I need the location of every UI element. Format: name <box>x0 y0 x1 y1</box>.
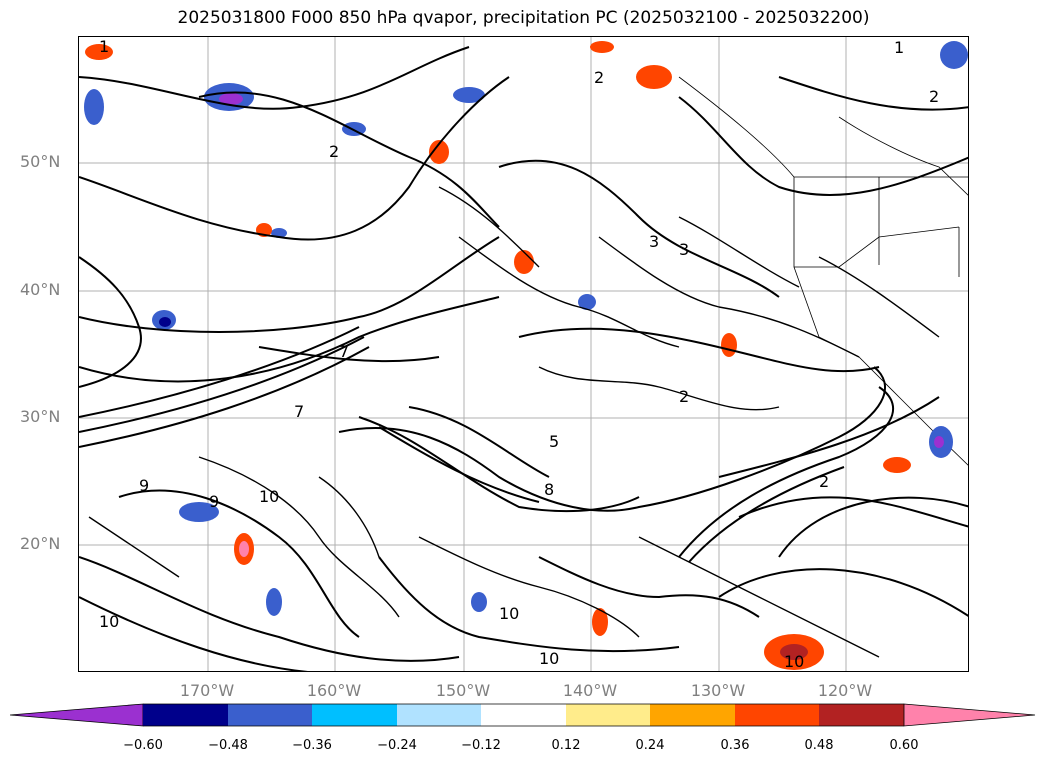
colorbar-bin <box>566 704 650 726</box>
contour-label: 10 <box>499 604 519 623</box>
colorbar-extend-low <box>10 703 144 727</box>
lat-label-20n: 20°N <box>20 534 61 553</box>
contour-label: 10 <box>99 612 119 631</box>
colorbar-bin <box>143 704 228 726</box>
colorbar-bin <box>312 704 397 726</box>
lat-label-30n: 30°N <box>20 407 61 426</box>
contour-labels: 1 1 2 2 2 3 3 5 7 7 8 9 9 10 10 10 10 2 … <box>99 37 939 671</box>
contour-label: 2 <box>929 87 939 106</box>
contour-label: 10 <box>259 487 279 506</box>
map-title: 2025031800 F000 850 hPa qvapor, precipit… <box>177 8 870 28</box>
map-canvas: 1 1 2 2 2 3 3 5 7 7 8 9 9 10 10 10 10 2 … <box>79 37 968 671</box>
lat-label-50n: 50°N <box>20 152 61 171</box>
coastline <box>678 76 968 466</box>
vapor-contours-fine <box>88 186 940 658</box>
contour-label: 3 <box>649 232 659 251</box>
colorbar-bin <box>819 704 904 726</box>
lon-label-160w: 160°W <box>306 681 362 700</box>
colorbar-bin <box>481 704 566 726</box>
colorbar-tick: 0.60 <box>889 738 919 753</box>
contour-label: 10 <box>539 649 559 668</box>
colorbar <box>10 703 1036 727</box>
vapor-contours <box>79 46 968 671</box>
lon-label-140w: 140°W <box>562 681 618 700</box>
colorbar-tick: −0.24 <box>377 738 417 753</box>
contour-label: 7 <box>339 342 349 361</box>
contour-label: 7 <box>294 402 304 421</box>
colorbar-bin <box>397 704 481 726</box>
contour-label: 1 <box>894 38 904 57</box>
colorbar-tick: −0.36 <box>292 738 332 753</box>
lon-label-130w: 130°W <box>690 681 746 700</box>
contour-label: 1 <box>99 37 109 56</box>
contour-label: 9 <box>209 492 219 511</box>
colorbar-tick: 0.48 <box>804 738 834 753</box>
contour-label: 9 <box>139 476 149 495</box>
gridlines <box>79 37 968 671</box>
contour-label: 2 <box>679 387 689 406</box>
map-panel: 1 1 2 2 2 3 3 5 7 7 8 9 9 10 10 10 10 2 … <box>78 36 969 672</box>
lon-label-120w: 120°W <box>817 681 873 700</box>
colorbar-tick: 0.36 <box>720 738 750 753</box>
colorbar-bin <box>650 704 735 726</box>
lon-label-150w: 150°W <box>435 681 491 700</box>
contour-label: 8 <box>544 480 554 499</box>
colorbar-tick: −0.12 <box>461 738 501 753</box>
contour-label: 2 <box>329 142 339 161</box>
colorbar-tick: 0.24 <box>635 738 665 753</box>
contour-label: 5 <box>549 432 559 451</box>
colorbar-extend-high <box>903 703 1036 727</box>
lat-label-40n: 40°N <box>20 280 61 299</box>
precip-patches <box>84 41 968 670</box>
colorbar-tick: −0.60 <box>123 738 163 753</box>
contour-label: 2 <box>594 68 604 87</box>
colorbar-bin <box>735 704 819 726</box>
contour-label: 2 <box>819 472 829 491</box>
contour-label: 3 <box>679 240 689 259</box>
lon-label-170w: 170°W <box>179 681 235 700</box>
colorbar-tick: 0.12 <box>551 738 581 753</box>
colorbar-bin <box>228 704 312 726</box>
colorbar-tick: −0.48 <box>208 738 248 753</box>
contour-label: 10 <box>784 652 804 671</box>
